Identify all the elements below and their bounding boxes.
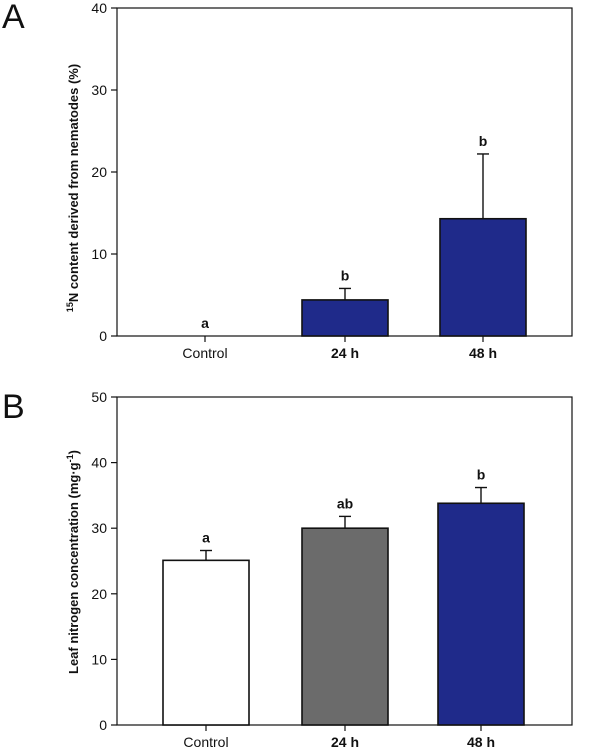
panel-b-y-axis-label-main: Leaf nitrogen concentration (mg·g: [66, 462, 81, 674]
panel-a-category-label: 24 h: [331, 345, 359, 361]
panel-a-y-axis-label: 15N content derived from nematodes (%): [65, 64, 81, 312]
panel-b-bar-48h: [437, 502, 525, 726]
panel-b-y-axis-label: Leaf nitrogen concentration (mg·g-1): [65, 450, 81, 674]
panel-b-y-tick-label: 10: [91, 651, 107, 667]
panel-b: B Leaf nitrogen concentration (mg·g-1) 0…: [2, 388, 573, 748]
panel-a-letter: A: [2, 0, 25, 36]
panel-a: A 15N content derived from nematodes (%)…: [2, 0, 573, 361]
panel-a-y-axis-label-superscript: 15: [65, 302, 75, 312]
panel-a-y-tick-label: 0: [99, 328, 107, 344]
panel-a-significance-label: b: [341, 267, 350, 283]
panel-b-y-tick-label: 30: [91, 520, 107, 536]
panel-b-y-axis-label-close: ): [66, 450, 81, 454]
panel-b-y-axis-label-superscript: -1: [65, 454, 75, 462]
panel-b-significance-label: ab: [337, 495, 353, 511]
panel-b-y-tick-label: 50: [91, 389, 107, 405]
panel-a-y-tick-label: 10: [91, 246, 107, 262]
panel-b-category-label: Control: [183, 734, 228, 748]
panel-b-y-tick-label: 40: [91, 455, 107, 471]
panel-a-category-label: Control: [182, 345, 227, 361]
panel-b-y-tick-label: 0: [99, 717, 107, 733]
panel-a-y-tick-label: 40: [91, 0, 107, 16]
panel-b-category-label: 24 h: [331, 734, 359, 748]
panel-a-bar-48h: [439, 217, 527, 337]
panel-b-letter: B: [2, 388, 25, 426]
panel-b-bar-24h: [301, 527, 389, 726]
panel-a-category-label: 48 h: [469, 345, 497, 361]
panel-a-y-tick-label: 20: [91, 164, 107, 180]
panel-a-significance-label: a: [201, 315, 209, 331]
panel-a-y-axis-label-main: N content derived from nematodes (%): [66, 64, 81, 302]
panel-b-bar-control: [162, 559, 250, 726]
panel-a-y-tick-label: 30: [91, 82, 107, 98]
panel-b-significance-label: b: [477, 467, 486, 483]
panel-a-significance-label: b: [479, 133, 488, 149]
panel-b-y-tick-label: 20: [91, 586, 107, 602]
panel-b-category-label: 48 h: [467, 734, 495, 748]
panel-b-significance-label: a: [202, 530, 210, 546]
panel-a-bar-24h: [301, 299, 389, 337]
